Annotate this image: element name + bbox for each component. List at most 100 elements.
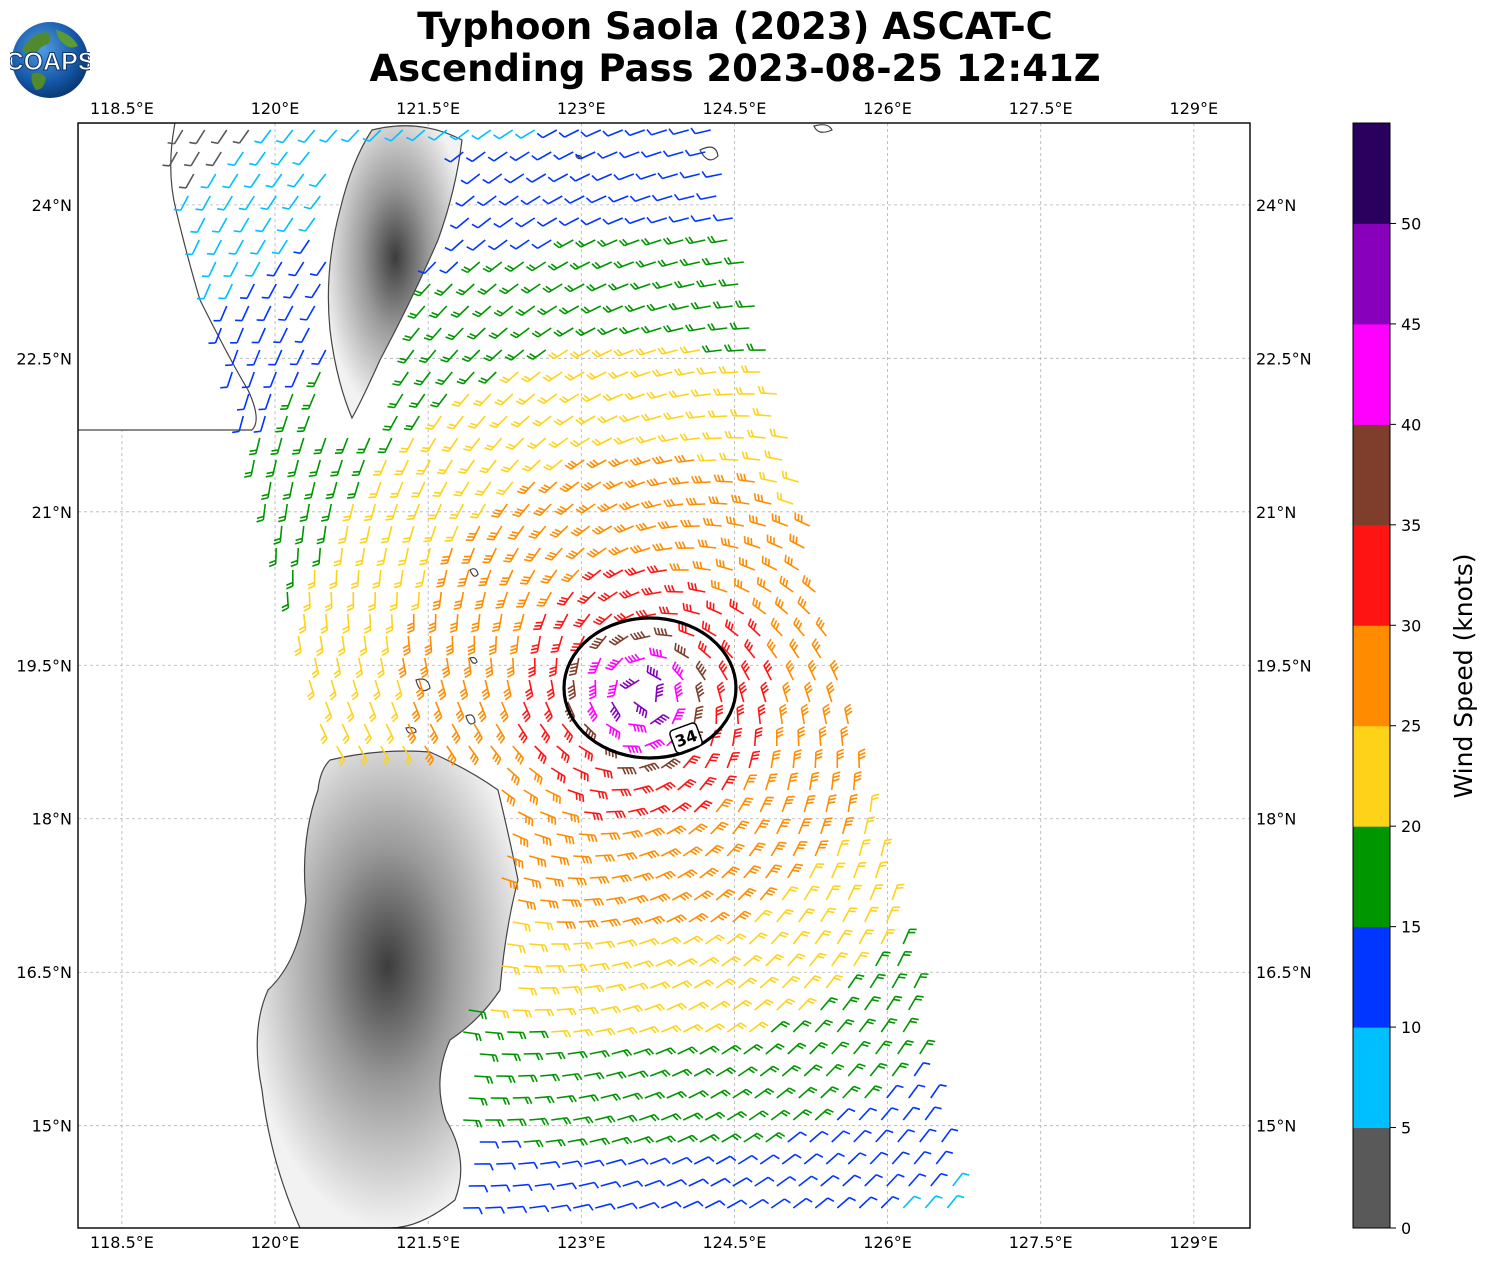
wind-barb (513, 922, 530, 932)
wind-barb (661, 759, 680, 769)
wind-barb (652, 370, 672, 376)
wind-barb (456, 284, 474, 295)
wind-barb (595, 855, 614, 862)
wind-barb (524, 548, 540, 561)
wind-barb (848, 795, 857, 812)
wind-barb (504, 680, 511, 700)
wind-barb (841, 727, 848, 746)
wind-barb (623, 1181, 643, 1186)
wind-barb (750, 515, 766, 526)
wind-barb (490, 416, 508, 427)
wind-barb (776, 597, 788, 614)
wind-barb (576, 240, 596, 247)
wind-barb (859, 930, 874, 944)
wind-barb (272, 240, 287, 254)
wind-barb (516, 218, 535, 227)
wind-barb (672, 803, 691, 812)
wind-barb (903, 1107, 920, 1120)
wind-barb (823, 704, 830, 724)
wind-barb (804, 886, 819, 900)
wind-barb (351, 570, 359, 588)
wind-barb (468, 636, 474, 655)
wind-barb (546, 878, 564, 887)
wind-barb (382, 636, 388, 655)
wind-barb (334, 548, 342, 566)
wind-barb (854, 1131, 872, 1142)
wind-barb (953, 1173, 970, 1186)
wind-barb (738, 889, 756, 900)
wind-barb (870, 794, 879, 812)
wind-barb (292, 438, 304, 454)
wind-barb (570, 262, 590, 269)
wind-barb (584, 812, 602, 821)
wind-barb (793, 750, 801, 768)
wind-barb (352, 680, 358, 700)
wind-barb (338, 526, 348, 543)
wind-barb (245, 262, 260, 276)
wind-barb (645, 828, 665, 836)
wind-barb (865, 997, 881, 1010)
wind-barb (524, 1141, 543, 1147)
wind-barb (931, 1085, 947, 1098)
wind-barb (669, 303, 689, 309)
colorbar-tick-label: 10 (1401, 1018, 1421, 1037)
wind-barb (672, 981, 692, 988)
wind-barb (499, 196, 518, 205)
wind-barb (495, 592, 507, 608)
wind-barb (378, 438, 392, 452)
lat-tick-label-left: 18°N (32, 810, 72, 829)
wind-barb (606, 897, 626, 904)
wind-barb (568, 965, 587, 971)
wind-barb (271, 438, 282, 454)
wind-barb (505, 262, 524, 271)
wind-barb (595, 1204, 615, 1210)
lon-tick-label-top: 123°E (557, 99, 606, 118)
wind-barb (320, 130, 337, 142)
colorbar-tick-label: 15 (1401, 918, 1421, 937)
wind-barb (603, 394, 623, 400)
wind-barb (507, 1119, 526, 1125)
wind-barb (716, 705, 723, 724)
wind-barb (664, 413, 684, 419)
lat-tick-label-left: 22.5°N (16, 349, 72, 368)
wind-barb (777, 1088, 796, 1098)
wind-barb (434, 702, 442, 722)
wind-barb (614, 174, 634, 180)
wind-barb (641, 414, 661, 420)
wind-barb (557, 592, 573, 605)
wind-barb (722, 957, 741, 966)
wind-barb (397, 350, 413, 363)
wind-barb (432, 592, 441, 610)
wind-barb (614, 525, 634, 533)
wind-barb (712, 580, 728, 592)
wind-barb (369, 482, 381, 498)
wind-barb (513, 746, 524, 764)
wind-barb (709, 496, 727, 504)
wind-barb (570, 350, 590, 358)
colorbar-segment (1353, 625, 1390, 726)
wind-barb (727, 1023, 746, 1032)
wind-barb (452, 724, 460, 744)
land-masses (78, 123, 832, 1228)
wind-barb (557, 1009, 576, 1015)
wind-barb (636, 261, 656, 267)
wind-barb (573, 1030, 592, 1036)
wind-barb (892, 884, 904, 900)
wind-barb (826, 1153, 844, 1164)
wind-barb (848, 885, 862, 900)
wind-barb (755, 728, 763, 746)
wind-barb (692, 476, 711, 483)
wind-barb (505, 350, 524, 360)
wind-barb (592, 350, 612, 357)
wind-barb (474, 1164, 493, 1170)
wind-barb (821, 1176, 839, 1186)
wind-barb (726, 619, 739, 636)
wind-barb (845, 704, 852, 724)
wind-barb (432, 482, 446, 496)
wind-barb (392, 372, 408, 385)
wind-barb (625, 130, 645, 135)
colorbar-segment (1353, 424, 1390, 525)
wind-barb (424, 328, 441, 340)
wind-barb (587, 372, 607, 379)
colorbar-tick-label: 30 (1401, 616, 1421, 635)
